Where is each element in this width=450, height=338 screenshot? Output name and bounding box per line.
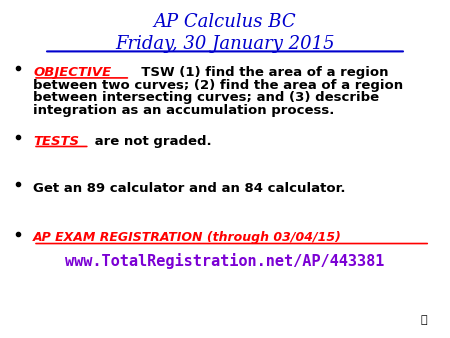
Text: AP EXAM REGISTRATION (through 03/04/15): AP EXAM REGISTRATION (through 03/04/15)	[33, 231, 342, 244]
Text: Get an 89 calculator and an 84 calculator.: Get an 89 calculator and an 84 calculato…	[33, 182, 346, 195]
Text: between intersecting curves; and (3) describe: between intersecting curves; and (3) des…	[33, 92, 379, 104]
Text: Friday, 30 January 2015: Friday, 30 January 2015	[115, 35, 335, 53]
Text: 🐷: 🐷	[420, 315, 427, 325]
Text: between two curves; (2) find the area of a region: between two curves; (2) find the area of…	[33, 78, 403, 92]
Text: AP Calculus BC: AP Calculus BC	[154, 13, 296, 31]
Text: TSW (1) find the area of a region: TSW (1) find the area of a region	[132, 66, 389, 79]
Text: OBJECTIVE: OBJECTIVE	[33, 66, 111, 79]
Text: www.TotalRegistration.net/AP/443381: www.TotalRegistration.net/AP/443381	[65, 254, 385, 269]
Text: are not graded.: are not graded.	[90, 135, 212, 148]
Text: integration as an accumulation process.: integration as an accumulation process.	[33, 104, 334, 117]
Text: TESTS: TESTS	[33, 135, 79, 148]
